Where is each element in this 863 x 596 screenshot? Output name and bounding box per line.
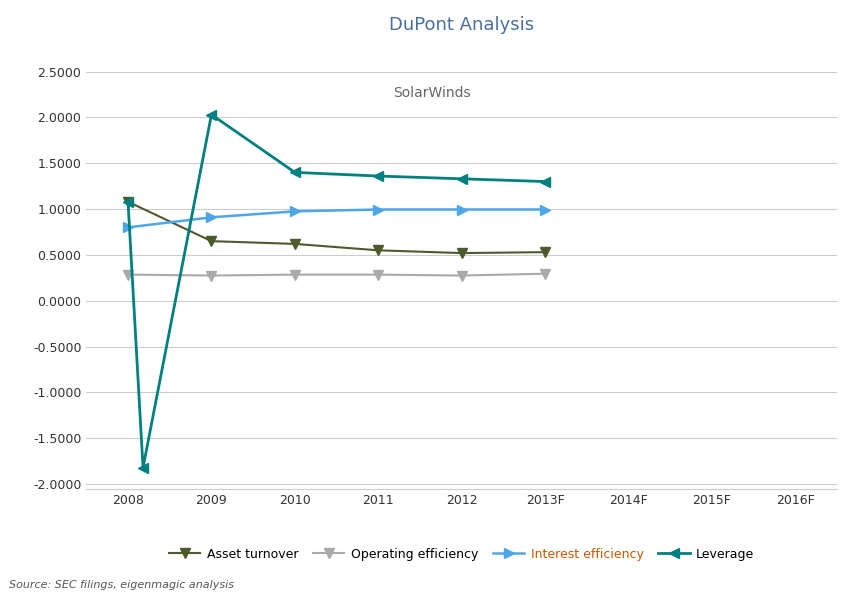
Text: SolarWinds: SolarWinds	[393, 86, 470, 100]
Title: DuPont Analysis: DuPont Analysis	[389, 16, 534, 34]
Legend: Asset turnover, Operating efficiency, Interest efficiency, Leverage: Asset turnover, Operating efficiency, In…	[164, 543, 759, 566]
Text: Source: SEC filings, eigenmagic analysis: Source: SEC filings, eigenmagic analysis	[9, 580, 234, 590]
